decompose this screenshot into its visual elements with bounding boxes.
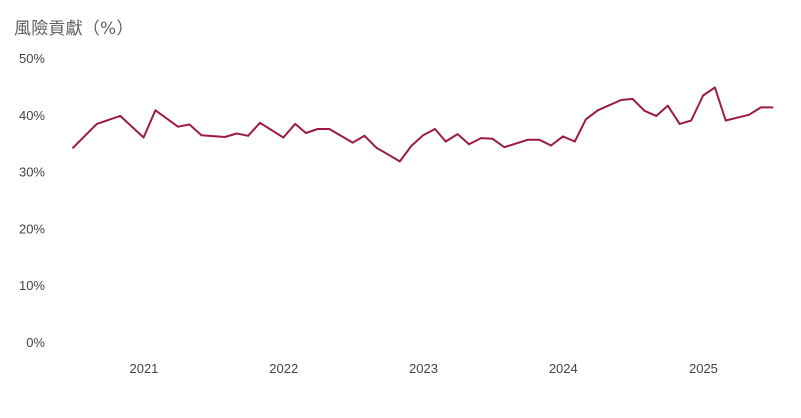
y-tick-label: 50%: [19, 51, 45, 66]
series-line: [72, 86, 774, 163]
data-point: [759, 106, 762, 109]
data-point: [655, 115, 658, 117]
data-point: [188, 123, 191, 126]
data-point: [748, 113, 750, 116]
data-point: [550, 144, 552, 147]
data-point: [526, 138, 529, 141]
y-tick-label: 20%: [19, 221, 45, 236]
data-point: [468, 143, 470, 146]
y-tick-label: 0%: [26, 335, 45, 350]
data-point: [596, 109, 599, 112]
data-point: [328, 128, 331, 130]
x-axis-labels: 2021 2022 2023 2024 2025: [129, 361, 717, 376]
data-point: [491, 137, 494, 140]
data-point: [573, 140, 576, 143]
data-point: [282, 136, 285, 139]
data-point: [503, 146, 506, 149]
data-point: [690, 119, 693, 122]
x-tick-label: 2023: [409, 361, 438, 376]
data-point: [95, 122, 98, 125]
data-point: [584, 118, 587, 121]
data-point: [142, 136, 145, 139]
x-tick-label: 2022: [269, 361, 298, 376]
data-point: [235, 132, 238, 135]
data-point: [305, 132, 307, 134]
data-point: [375, 146, 378, 149]
data-point: [259, 121, 261, 124]
x-tick-label: 2025: [689, 361, 718, 376]
data-point: [702, 94, 704, 97]
data-point: [562, 135, 564, 138]
data-point: [154, 109, 157, 112]
chart-title: 風險貢獻（%）: [14, 19, 134, 39]
y-tick-label: 30%: [19, 165, 45, 180]
x-tick-label: 2021: [129, 361, 158, 376]
data-point: [247, 134, 250, 137]
data-point: [620, 99, 623, 101]
data-point: [200, 134, 203, 137]
data-point: [771, 106, 774, 109]
data-point: [294, 122, 297, 125]
data-point: [538, 138, 541, 141]
data-point: [363, 134, 366, 137]
data-point: [714, 86, 716, 89]
data-point: [410, 145, 413, 147]
data-point: [678, 122, 681, 125]
series-layer: [72, 86, 774, 163]
data-point: [177, 125, 179, 128]
data-point: [631, 97, 634, 100]
data-point: [444, 140, 447, 143]
y-tick-label: 10%: [19, 278, 45, 293]
data-point: [480, 137, 482, 139]
data-point: [422, 134, 425, 137]
data-point: [316, 128, 319, 130]
data-point: [456, 133, 459, 136]
y-tick-label: 40%: [19, 108, 45, 123]
data-point: [724, 119, 727, 122]
data-point: [223, 136, 226, 138]
data-point: [434, 128, 436, 130]
data-point: [643, 109, 646, 112]
x-tick-label: 2024: [549, 361, 578, 376]
data-point: [72, 146, 75, 149]
data-point: [119, 115, 122, 117]
data-point: [666, 104, 669, 107]
data-point: [398, 160, 401, 163]
data-point: [351, 141, 354, 144]
y-axis-labels: 0% 10% 20% 30% 40% 50%: [19, 51, 45, 350]
